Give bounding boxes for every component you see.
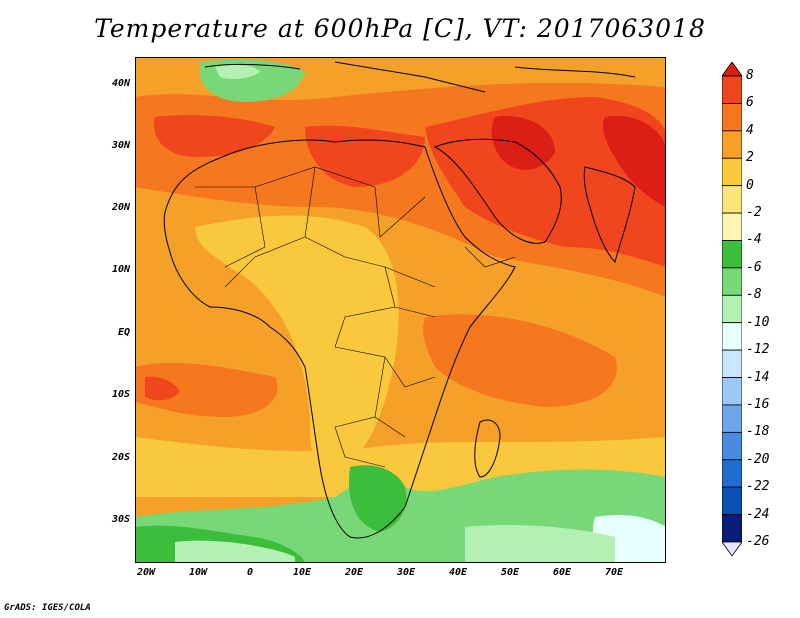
colorbar-label: -2 [746, 205, 762, 221]
lon-tick-label: 20E [344, 567, 364, 578]
colorbar-bottom-triangle [722, 541, 742, 556]
lon-tick-label: 50E [500, 567, 520, 578]
lat-tick-label: 10N [111, 264, 130, 275]
colorbar-swatch [722, 322, 742, 351]
colorbar-swatch [722, 130, 742, 159]
temperature-map [135, 57, 666, 563]
colorbar-label: 2 [746, 150, 754, 166]
madagascar-coastline [474, 419, 501, 478]
colorbar-top-triangle [722, 62, 742, 77]
lon-tick-label: 0 [246, 567, 254, 578]
colorbar-swatch [722, 404, 742, 433]
map-frame [135, 57, 666, 563]
colorbar-label: 6 [746, 95, 754, 111]
colorbar-swatch [722, 185, 742, 214]
colorbar-label: -14 [746, 369, 770, 385]
lat-tick-label: 10S [111, 389, 130, 400]
credit-label: GrADS: IGES/COLA [4, 603, 91, 613]
field-south-indian-pale [465, 525, 615, 563]
colorbar [722, 62, 742, 556]
colorbar-label: -4 [746, 232, 762, 248]
colorbar-swatch [722, 267, 742, 296]
field-india-core [603, 116, 666, 207]
colorbar-swatch [722, 212, 742, 241]
colorbar-swatch [722, 459, 742, 488]
field-sahel-light [195, 215, 399, 479]
field-atlantic-hot [145, 376, 180, 401]
field-indian-ocean-warm [423, 314, 617, 407]
lon-tick-label: 30E [396, 567, 416, 578]
field-sahara-hot [305, 125, 425, 187]
lat-tick-label: 30N [111, 140, 130, 151]
colorbar-label: -22 [746, 479, 770, 495]
india-coastline [583, 166, 636, 263]
lon-tick-label: 10W [188, 567, 208, 578]
field-iberia-pale [215, 64, 260, 80]
lat-tick-label: 20N [111, 202, 130, 213]
colorbar-swatch [722, 431, 742, 461]
coastlines [163, 61, 636, 539]
colorbar-swatch [722, 240, 742, 269]
colorbar-swatch [722, 75, 742, 104]
europe-coastline [204, 61, 636, 93]
lat-tick-label: EQ [117, 327, 130, 338]
lon-tick-label: 10E [292, 567, 312, 578]
lon-tick-label: 40E [448, 567, 468, 578]
africa-coastline [163, 139, 516, 539]
colorbar-label: 4 [746, 122, 754, 138]
lat-tick-label: 20S [111, 452, 130, 463]
field-south-pale-green [175, 540, 295, 563]
country-borders [195, 166, 516, 468]
colorbar-label: -16 [746, 396, 770, 412]
colorbar-label: -12 [746, 342, 770, 358]
colorbar-label: -8 [746, 287, 762, 303]
colorbar-swatch [722, 486, 742, 515]
lon-tick-label: 20W [136, 567, 156, 578]
field-atlantic-warm [135, 362, 278, 417]
colorbar-label: -18 [746, 424, 770, 440]
lon-tick-label: 60E [552, 567, 572, 578]
arabia-coastline [433, 138, 562, 244]
colorbar-label: -6 [746, 259, 762, 275]
colorbar-label: 8 [746, 68, 754, 83]
colorbar-swatch [722, 157, 742, 187]
colorbar-swatch [722, 349, 742, 378]
colorbar-label: 0 [746, 177, 754, 193]
colorbar-swatch [722, 294, 742, 324]
lat-tick-label: 30S [111, 514, 130, 525]
field-south-africa-green [349, 465, 407, 532]
colorbar-label: -10 [746, 314, 770, 330]
colorbar-swatch [722, 103, 742, 132]
colorbar-label: -26 [746, 534, 770, 549]
colorbar-swatch [722, 514, 742, 543]
colorbar-label: -24 [746, 506, 770, 522]
field-arabia-core [491, 116, 555, 170]
colorbar-label: -20 [746, 451, 770, 467]
field-north-africa-hot [154, 115, 275, 157]
lat-tick-label: 40N [111, 78, 130, 89]
lon-tick-label: 70E [604, 567, 624, 578]
colorbar-swatch [722, 377, 742, 406]
map-title: Temperature at 600hPa [C], VT: 201706301… [94, 14, 706, 43]
